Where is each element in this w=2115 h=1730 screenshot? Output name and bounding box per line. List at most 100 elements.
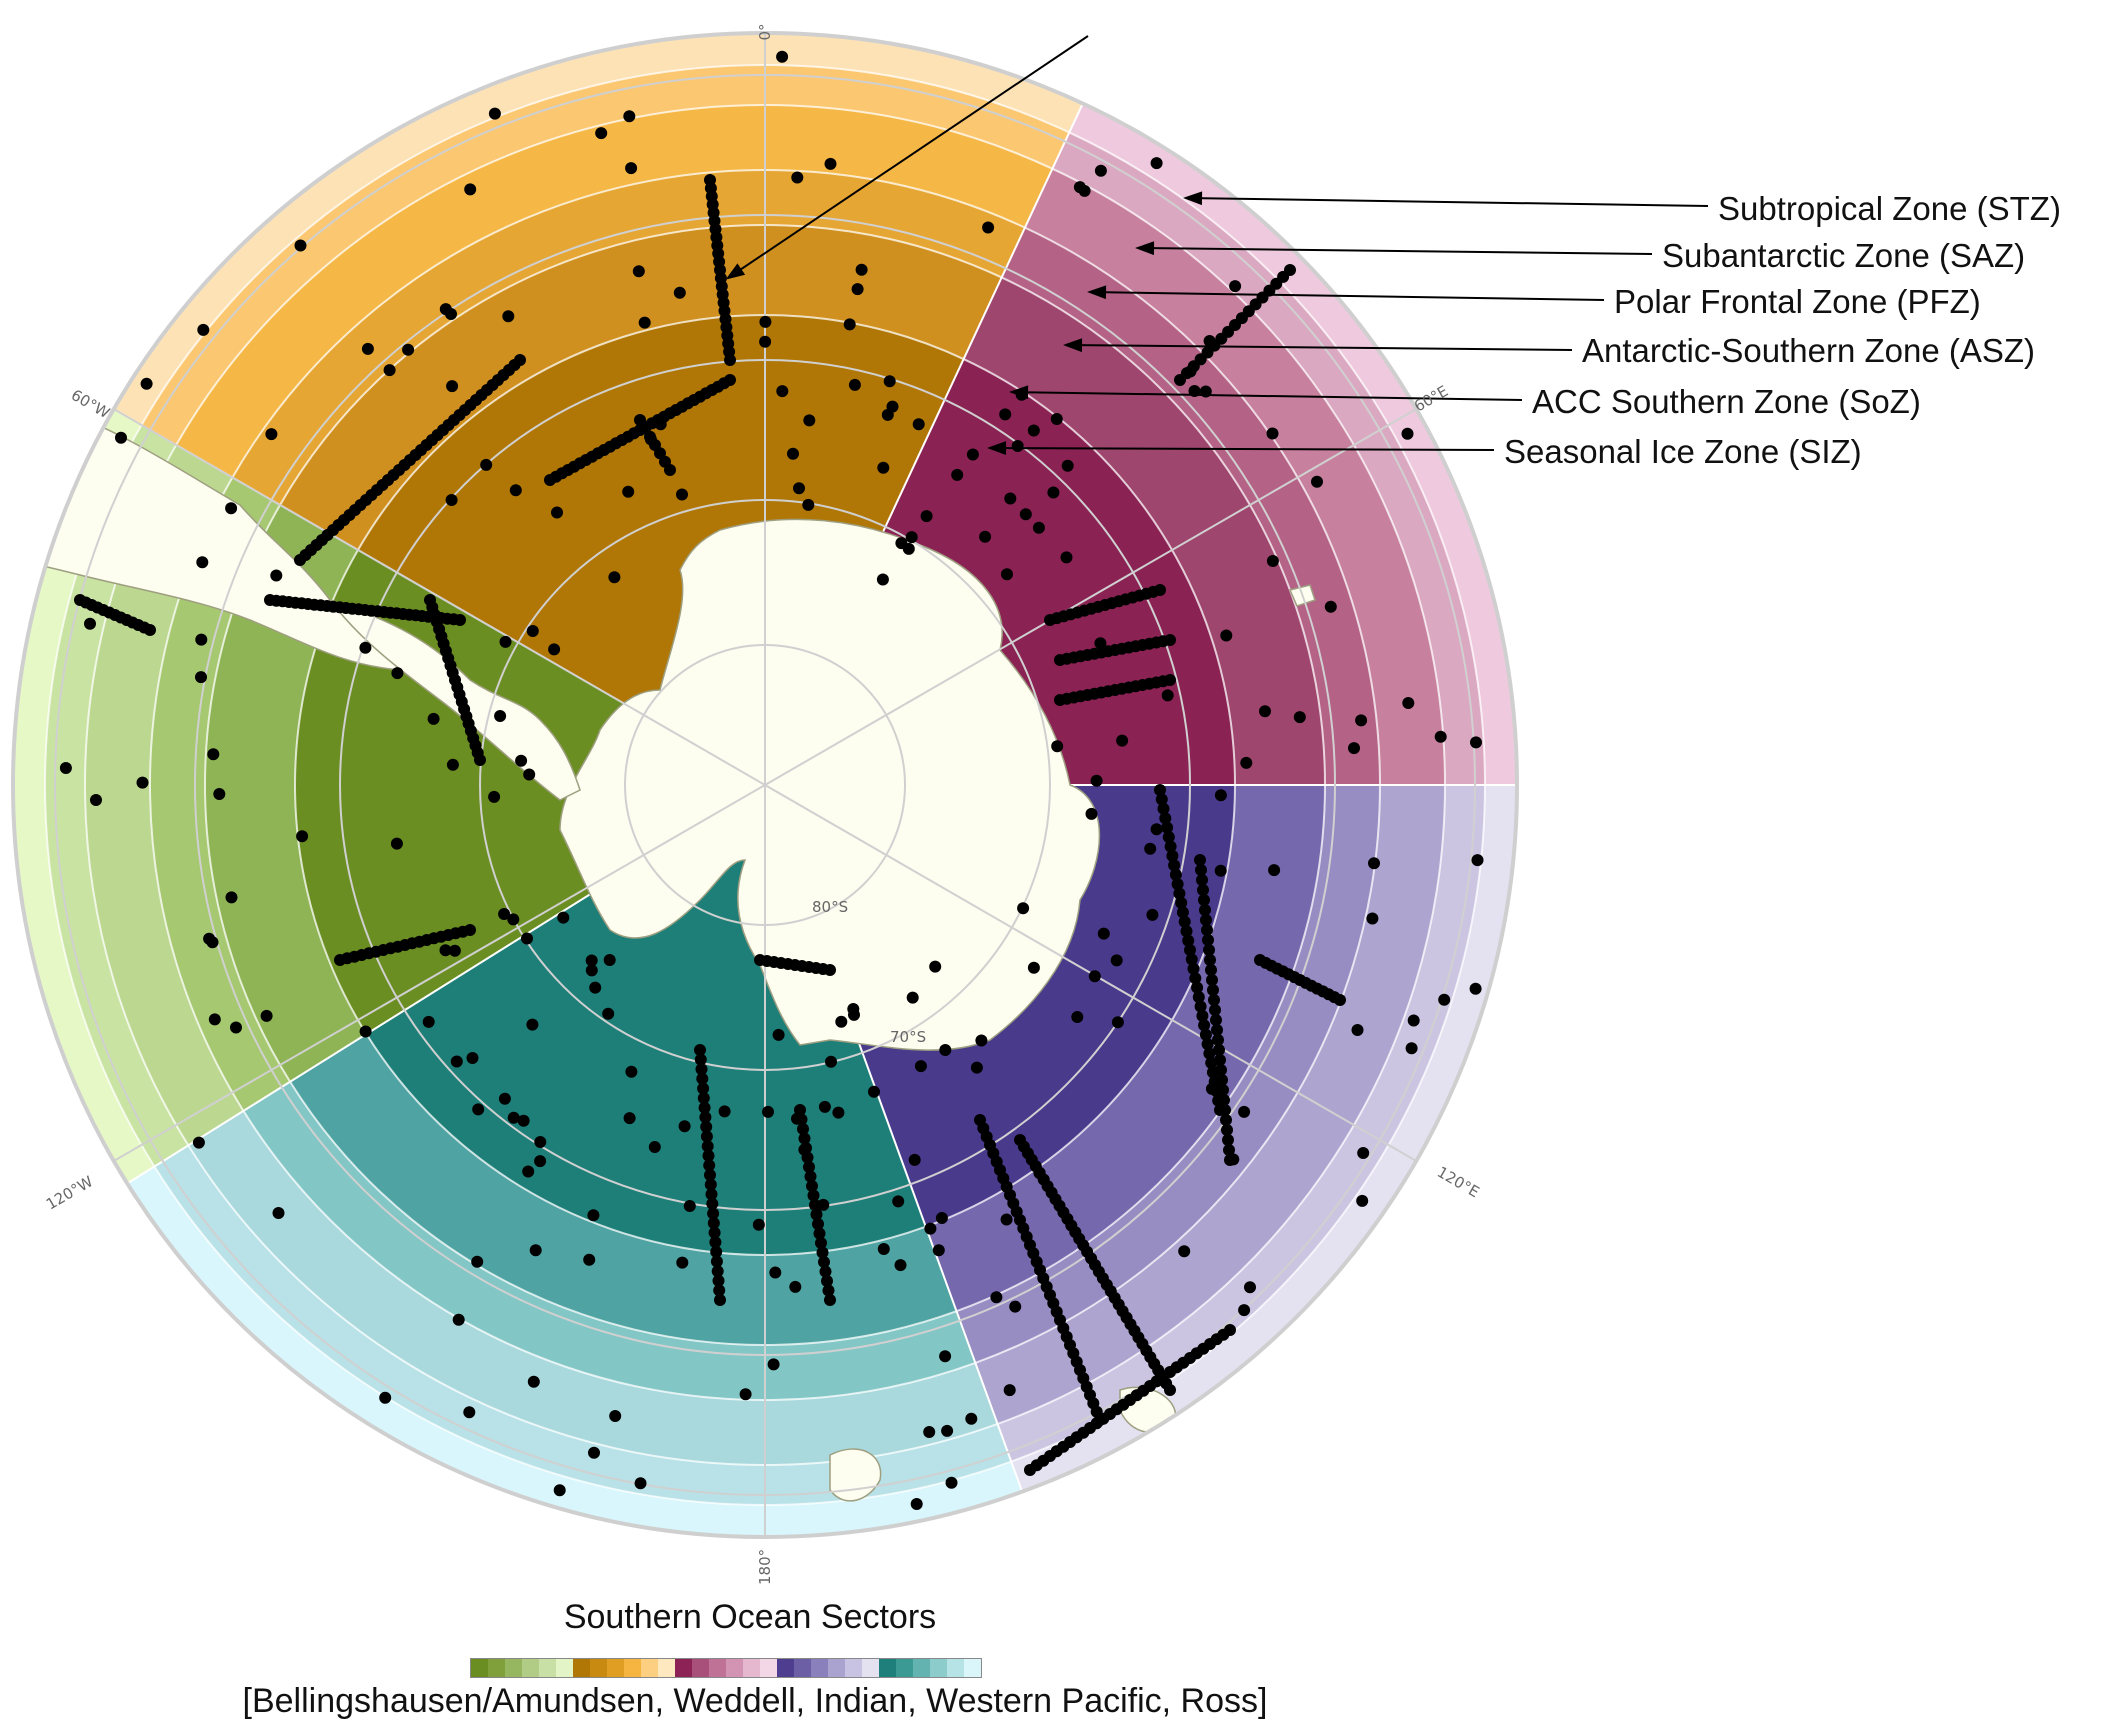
observation-dot [1164, 1384, 1176, 1396]
observation-dot [144, 624, 156, 636]
arrowhead [987, 441, 1007, 455]
observation-dot [965, 1412, 978, 1425]
observation-dot [1194, 854, 1206, 866]
observation-dot [1471, 854, 1484, 867]
observation-dot [638, 316, 651, 329]
observation-dot [625, 1065, 638, 1078]
observation-dot [1201, 1038, 1214, 1051]
observation-dot [390, 837, 403, 850]
observation-dot [1175, 896, 1188, 909]
observation-dot [676, 1256, 689, 1269]
observation-dot [422, 1015, 435, 1028]
observation-dot [892, 1195, 905, 1208]
observation-dot [1196, 874, 1208, 886]
legend-caption: [Bellingshausen/Amundsen, Weddell, India… [242, 1682, 1268, 1720]
observation-dot [1240, 756, 1253, 769]
colorbar-swatch [913, 1659, 930, 1677]
observation-dot [678, 1120, 691, 1133]
observation-dot [588, 1446, 600, 1459]
observation-dot [1073, 181, 1086, 194]
zone-label-pfz: Polar Frontal Zone (PFZ) [1614, 283, 1981, 320]
observation-dot [1213, 1044, 1225, 1056]
observation-dot [585, 964, 598, 977]
observation-dot [877, 461, 890, 474]
observation-dot [1180, 925, 1193, 938]
observation-dot [701, 1140, 714, 1153]
lon-label-60w: 60°W [68, 386, 113, 422]
observation-dot [1144, 842, 1157, 855]
observation-dot [806, 1180, 818, 1192]
observation-dot [1094, 164, 1107, 177]
observation-dot [664, 464, 676, 476]
observation-dot [1469, 982, 1482, 995]
observation-dot [499, 635, 512, 648]
observation-dot [910, 1498, 923, 1510]
observation-dot [832, 1106, 845, 1119]
observation-dot [1150, 157, 1163, 170]
observation-dot [1266, 555, 1279, 567]
observation-dot [813, 1227, 826, 1240]
observation-dot [1161, 689, 1174, 702]
observation-dot [1185, 953, 1198, 966]
observation-dot [683, 1200, 696, 1212]
lat-label-80s: 80°S [812, 898, 848, 916]
observation-dot [1004, 492, 1017, 505]
observation-dot [1201, 924, 1213, 936]
colorbar-swatch [641, 1659, 658, 1677]
observation-dot [359, 641, 372, 654]
front-contour [357, 314, 965, 551]
observation-dot [817, 1198, 830, 1211]
observation-dot [941, 1424, 954, 1437]
observation-dot [939, 1044, 952, 1056]
front-contour [963, 358, 1236, 786]
observation-dot [1207, 984, 1219, 996]
observation-dot [695, 1063, 708, 1076]
observation-dot [970, 1061, 983, 1074]
lon-label-180: 180° [756, 1549, 774, 1585]
observation-dot [1355, 714, 1368, 727]
observation-dot [696, 1072, 709, 1085]
observation-dot [939, 1350, 952, 1363]
antarctica-continent [559, 518, 1101, 1051]
observation-dot [1157, 802, 1170, 815]
colorbar-swatch [675, 1659, 692, 1677]
observation-dot [804, 1170, 817, 1183]
observation-dot [881, 408, 894, 421]
observation-dot [825, 1055, 837, 1068]
observation-dot [609, 1410, 622, 1422]
observation-dot [208, 1013, 221, 1026]
observation-dot [1366, 912, 1379, 925]
meridian-line [113, 408, 766, 786]
colorbar-swatch [692, 1659, 709, 1677]
observation-dot [1155, 793, 1168, 806]
observation-dot [966, 448, 979, 461]
observation-dot [877, 1243, 890, 1255]
observation-dot [1047, 486, 1060, 499]
observation-points [59, 50, 1484, 1510]
observation-dot [718, 1105, 731, 1118]
observation-dot [474, 754, 486, 766]
observation-dot [1051, 740, 1064, 753]
observation-dot [1009, 1300, 1022, 1313]
leader-line [1065, 344, 1573, 351]
lon-label-120e: 120°E [1434, 1163, 1482, 1201]
colorbar-swatch [845, 1659, 862, 1677]
observation-dot [1060, 551, 1073, 564]
zone-label-stz: Subtropical Zone (STZ) [1718, 190, 2061, 227]
observation-dot [1407, 1014, 1420, 1027]
leader-line [727, 35, 1089, 279]
observation-dot [710, 1255, 723, 1268]
observation-dot [924, 1222, 937, 1235]
colorbar-swatch [658, 1659, 675, 1677]
colorbar-swatch [709, 1659, 726, 1677]
arrowhead [1009, 385, 1029, 400]
observation-dot [622, 485, 635, 498]
observation-dot [427, 712, 440, 725]
observation-dot [379, 1391, 392, 1404]
observation-dot [1032, 521, 1045, 534]
observation-dot [534, 1155, 547, 1168]
observation-dot [697, 1082, 710, 1095]
observation-dot [694, 1044, 706, 1056]
observation-dot [920, 510, 933, 523]
colorbar-swatch [590, 1659, 607, 1677]
